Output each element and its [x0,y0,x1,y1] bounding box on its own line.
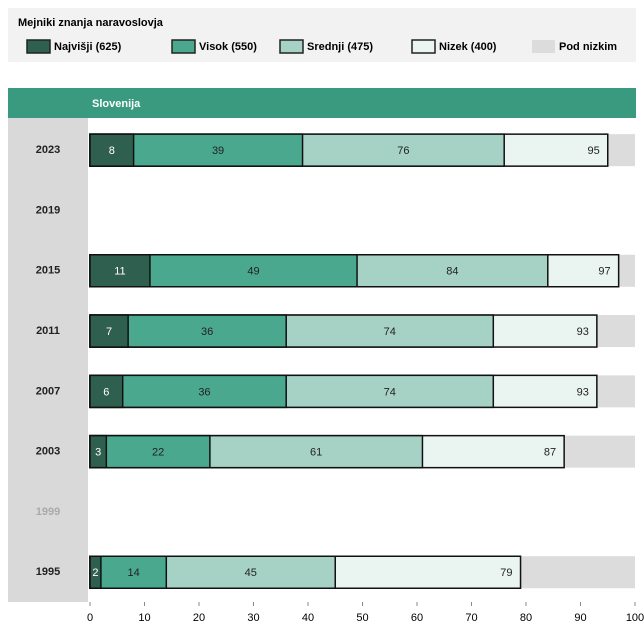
x-tick-label: 90 [574,612,586,624]
legend-label: Nizek (400) [439,41,497,53]
bar [89,434,108,469]
x-tick-label: 10 [138,612,150,624]
y-tick-label: 2007 [36,385,60,397]
bar [89,254,151,288]
y-tick-label: 2015 [36,265,60,277]
bar [89,374,124,409]
data-label: 49 [247,266,259,278]
y-tick-label: 2003 [36,446,60,458]
data-label: 76 [397,145,409,157]
data-label: 61 [310,447,322,459]
legend-swatch [26,39,51,54]
data-label: 14 [127,567,139,579]
data-label: 7 [106,326,112,338]
data-label: 3 [95,447,101,459]
x-tick-label: 50 [356,612,368,624]
data-label: 79 [500,567,512,579]
title-band [8,88,636,118]
data-label: 87 [544,447,556,459]
data-label: 2 [92,567,98,579]
bar [89,434,211,469]
y-tick-label: 1999 [36,506,60,518]
data-label: 97 [598,266,610,278]
data-label: 74 [384,386,396,398]
data-label: 36 [201,326,213,338]
data-label: 93 [577,326,589,338]
data-label: 8 [109,145,115,157]
x-tick-label: 70 [465,612,477,624]
bar [89,133,135,167]
x-tick-label: 0 [87,612,93,624]
x-tick-label: 60 [411,612,423,624]
legend-box [8,8,636,62]
legend-title: Mejniki znanja naravoslovja [18,17,164,29]
y-tick-label: 1995 [36,566,60,578]
x-tick-label: 100 [626,612,644,624]
data-label: 11 [114,266,125,278]
data-label: 39 [212,145,224,157]
legend-swatch [279,39,304,54]
y-tick-label: 2023 [36,144,60,156]
x-tick-label: 80 [520,612,532,624]
data-label: 22 [152,447,164,459]
legend-label: Pod nizkim [559,41,617,53]
y-tick-label: 2011 [36,325,60,337]
data-label: 95 [588,145,600,157]
category-column [8,118,88,602]
x-tick-label: 30 [247,612,259,624]
legend-label: Najvišji (625) [54,41,122,53]
legend-swatch [171,39,196,54]
bar [89,314,129,348]
chart-title: Slovenija [92,98,141,110]
legend-swatch [411,39,436,54]
legend-label: Srednji (475) [307,41,373,53]
data-label: 36 [198,386,210,398]
data-label: 84 [446,266,458,278]
x-tick-label: 40 [302,612,314,624]
x-tick-label: 20 [193,612,205,624]
y-tick-label: 2019 [36,204,60,216]
legend-label: Visok (550) [199,41,257,53]
data-label: 93 [577,386,589,398]
bar [89,555,102,589]
bar [89,555,168,589]
data-label: 45 [245,567,257,579]
data-label: 74 [384,326,396,338]
legend-swatch [532,40,555,53]
data-label: 6 [103,386,109,398]
